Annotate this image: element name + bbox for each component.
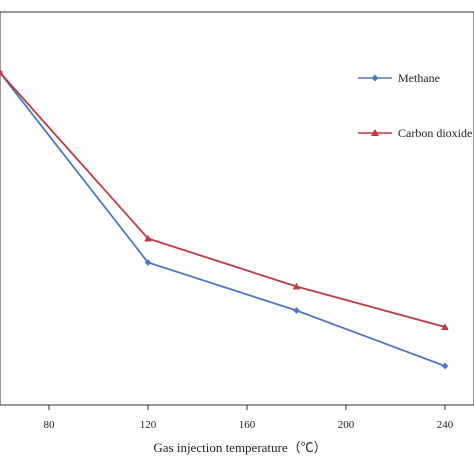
x-tick-label-240: 240: [437, 419, 454, 431]
x-axis-ticks: [48, 405, 446, 410]
data-point-carbon-dioxide-120: [144, 234, 152, 242]
series-line-methane: [0, 71, 446, 367]
x-tick-label-160: 160: [239, 419, 256, 431]
series-line-carbon-dioxide: [0, 71, 446, 328]
data-point-methane-180: [293, 307, 300, 314]
legend-marker-methane: [371, 74, 379, 82]
legend-label-methane: Methane: [398, 71, 440, 85]
series-layer: [0, 69, 449, 370]
data-point-carbon-dioxide-60: [0, 69, 4, 76]
x-tick-label-80: 80: [44, 419, 56, 431]
data-point-methane-240: [441, 362, 449, 370]
data-point-carbon-dioxide-180: [292, 282, 301, 290]
x-tick-label-120: 120: [140, 419, 157, 431]
x-axis-tick-labels: 80 120 160 200 240: [44, 419, 454, 431]
legend: Methane Carbon dioxide: [358, 71, 472, 140]
x-tick-label-200: 200: [338, 419, 355, 431]
data-point-carbon-dioxide-240: [441, 323, 449, 331]
legend-marker-carbon-dioxide: [371, 129, 379, 136]
data-point-methane-120: [144, 259, 152, 266]
legend-item-carbon-dioxide: Carbon dioxide: [358, 126, 472, 140]
plot-frame: [0, 11, 474, 406]
x-axis-title: Gas injection temperature（℃）: [153, 440, 326, 455]
legend-label-carbon-dioxide: Carbon dioxide: [398, 126, 472, 140]
legend-item-methane: Methane: [358, 71, 440, 85]
